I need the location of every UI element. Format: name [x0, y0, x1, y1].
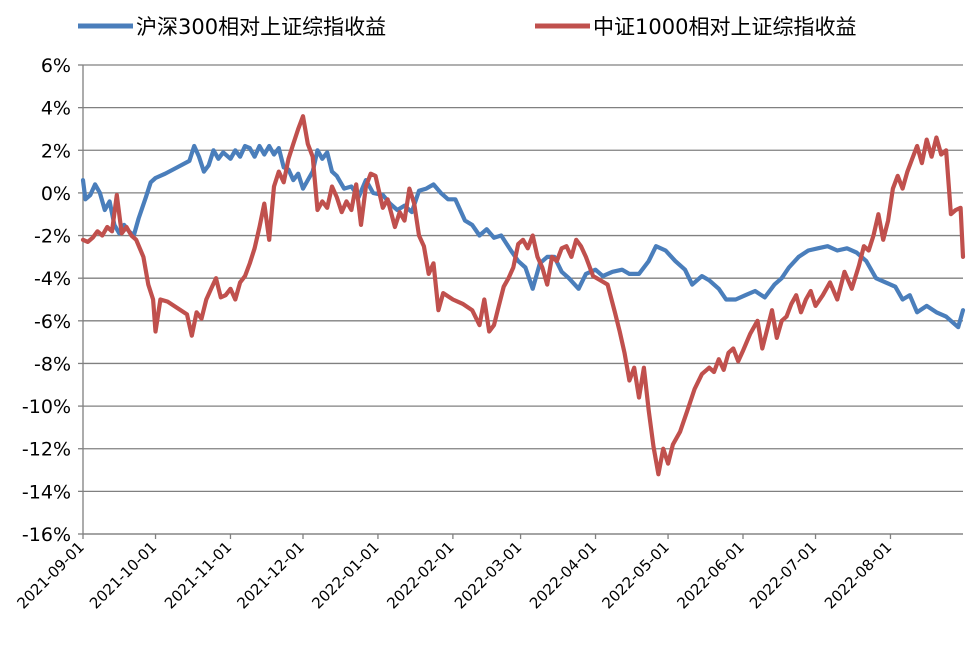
- chart-legend: 沪深300相对上证综指收益 中证1000相对上证综指收益: [78, 15, 856, 39]
- y-tick-label: -16%: [22, 524, 71, 546]
- x-tick-label: 2021-09-01: [13, 538, 87, 612]
- grid-lines: [83, 64, 963, 535]
- x-tick-label: 2022-04-01: [526, 538, 600, 612]
- y-tick-label: -14%: [22, 481, 71, 503]
- y-tick-label: 2%: [41, 140, 71, 162]
- x-tick-label: 2022-01-01: [308, 538, 382, 612]
- y-axis-ticks: 6% 4% 2% 0% -2% -4% -6% -8% -10% -12% -14% -16%: [22, 55, 83, 546]
- axes: [82, 65, 963, 535]
- legend-label-1: 沪深300相对上证综指收益: [136, 15, 386, 39]
- y-tick-label: -8%: [34, 353, 71, 375]
- x-tick-label: 2022-07-01: [746, 538, 820, 612]
- x-tick-label: 2022-02-01: [383, 538, 457, 612]
- series-line-2: [80, 114, 966, 477]
- series-line-1: [80, 143, 966, 330]
- y-tick-label: 0%: [41, 183, 71, 205]
- y-tick-label: -4%: [34, 268, 71, 290]
- x-tick-label: 2021-12-01: [233, 538, 307, 612]
- x-tick-label: 2021-11-01: [161, 538, 235, 612]
- series-lines: [80, 114, 966, 477]
- y-tick-label: 4%: [41, 98, 71, 120]
- x-tick-label: 2022-08-01: [821, 538, 895, 612]
- y-tick-label: 6%: [41, 55, 71, 77]
- x-tick-label: 2022-06-01: [673, 538, 747, 612]
- y-tick-label: -2%: [34, 226, 71, 248]
- x-tick-label: 2022-05-01: [599, 538, 673, 612]
- x-tick-label: 2021-10-01: [86, 538, 160, 612]
- x-tick-label: 2022-03-01: [451, 538, 525, 612]
- legend-label-2: 中证1000相对上证综指收益: [593, 15, 856, 39]
- y-tick-label: -10%: [22, 396, 71, 418]
- y-tick-label: -6%: [34, 311, 71, 333]
- y-tick-label: -12%: [22, 439, 71, 461]
